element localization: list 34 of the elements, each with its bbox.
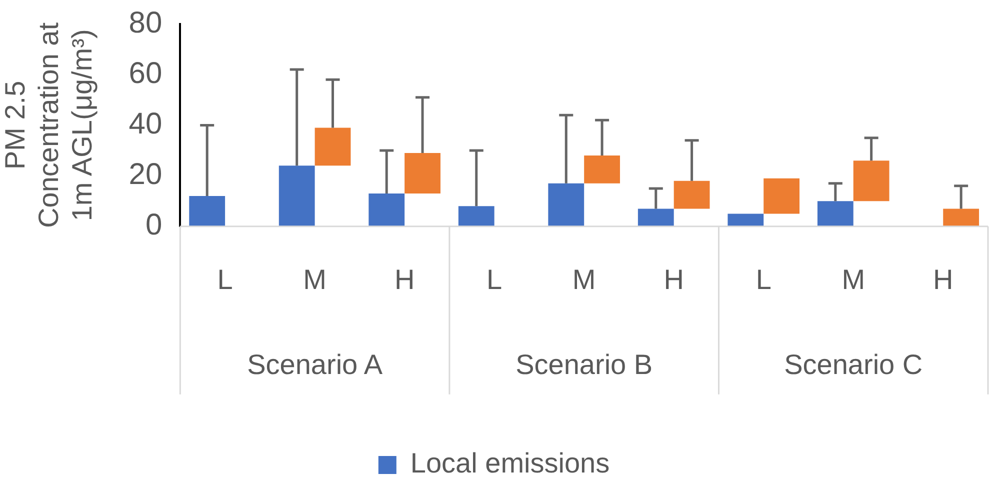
y-tick-label: 60 xyxy=(128,56,162,90)
bar xyxy=(728,214,764,226)
bar xyxy=(817,201,854,226)
bar xyxy=(853,160,890,202)
text: Scenario C xyxy=(784,349,923,380)
bar xyxy=(584,156,620,184)
y-tick-label: 0 xyxy=(145,208,162,242)
bar xyxy=(278,166,315,226)
bar xyxy=(458,206,494,226)
x-tick-label: M xyxy=(572,264,596,295)
text: Scenario B xyxy=(516,349,653,380)
y-axis-title: PM 2.5 Concentration at 1m AGL(μg/m³) xyxy=(0,22,98,228)
bar xyxy=(368,194,405,226)
x-tick-label: H xyxy=(664,264,684,295)
x-tick-label: H xyxy=(933,264,954,295)
x-tick-label: M xyxy=(303,264,326,295)
x-tick-label: M xyxy=(842,264,866,295)
x-tick-label: L xyxy=(756,264,772,295)
bar xyxy=(764,178,800,214)
bar xyxy=(404,153,440,194)
bar xyxy=(943,208,980,226)
x-tick-label: L xyxy=(486,264,502,295)
y-tick-label: 80 xyxy=(128,6,162,40)
bar xyxy=(638,208,674,226)
y-tick-label: 40 xyxy=(128,107,162,140)
bar xyxy=(674,180,710,209)
legend-label: Local emissions xyxy=(410,448,610,479)
bar xyxy=(548,183,584,226)
bar xyxy=(314,128,351,166)
text: Scenario A xyxy=(247,349,383,380)
x-tick-label: H xyxy=(394,264,415,295)
y-tick-label: 20 xyxy=(128,158,162,192)
bar xyxy=(189,196,226,226)
x-tick-label: L xyxy=(217,264,233,295)
